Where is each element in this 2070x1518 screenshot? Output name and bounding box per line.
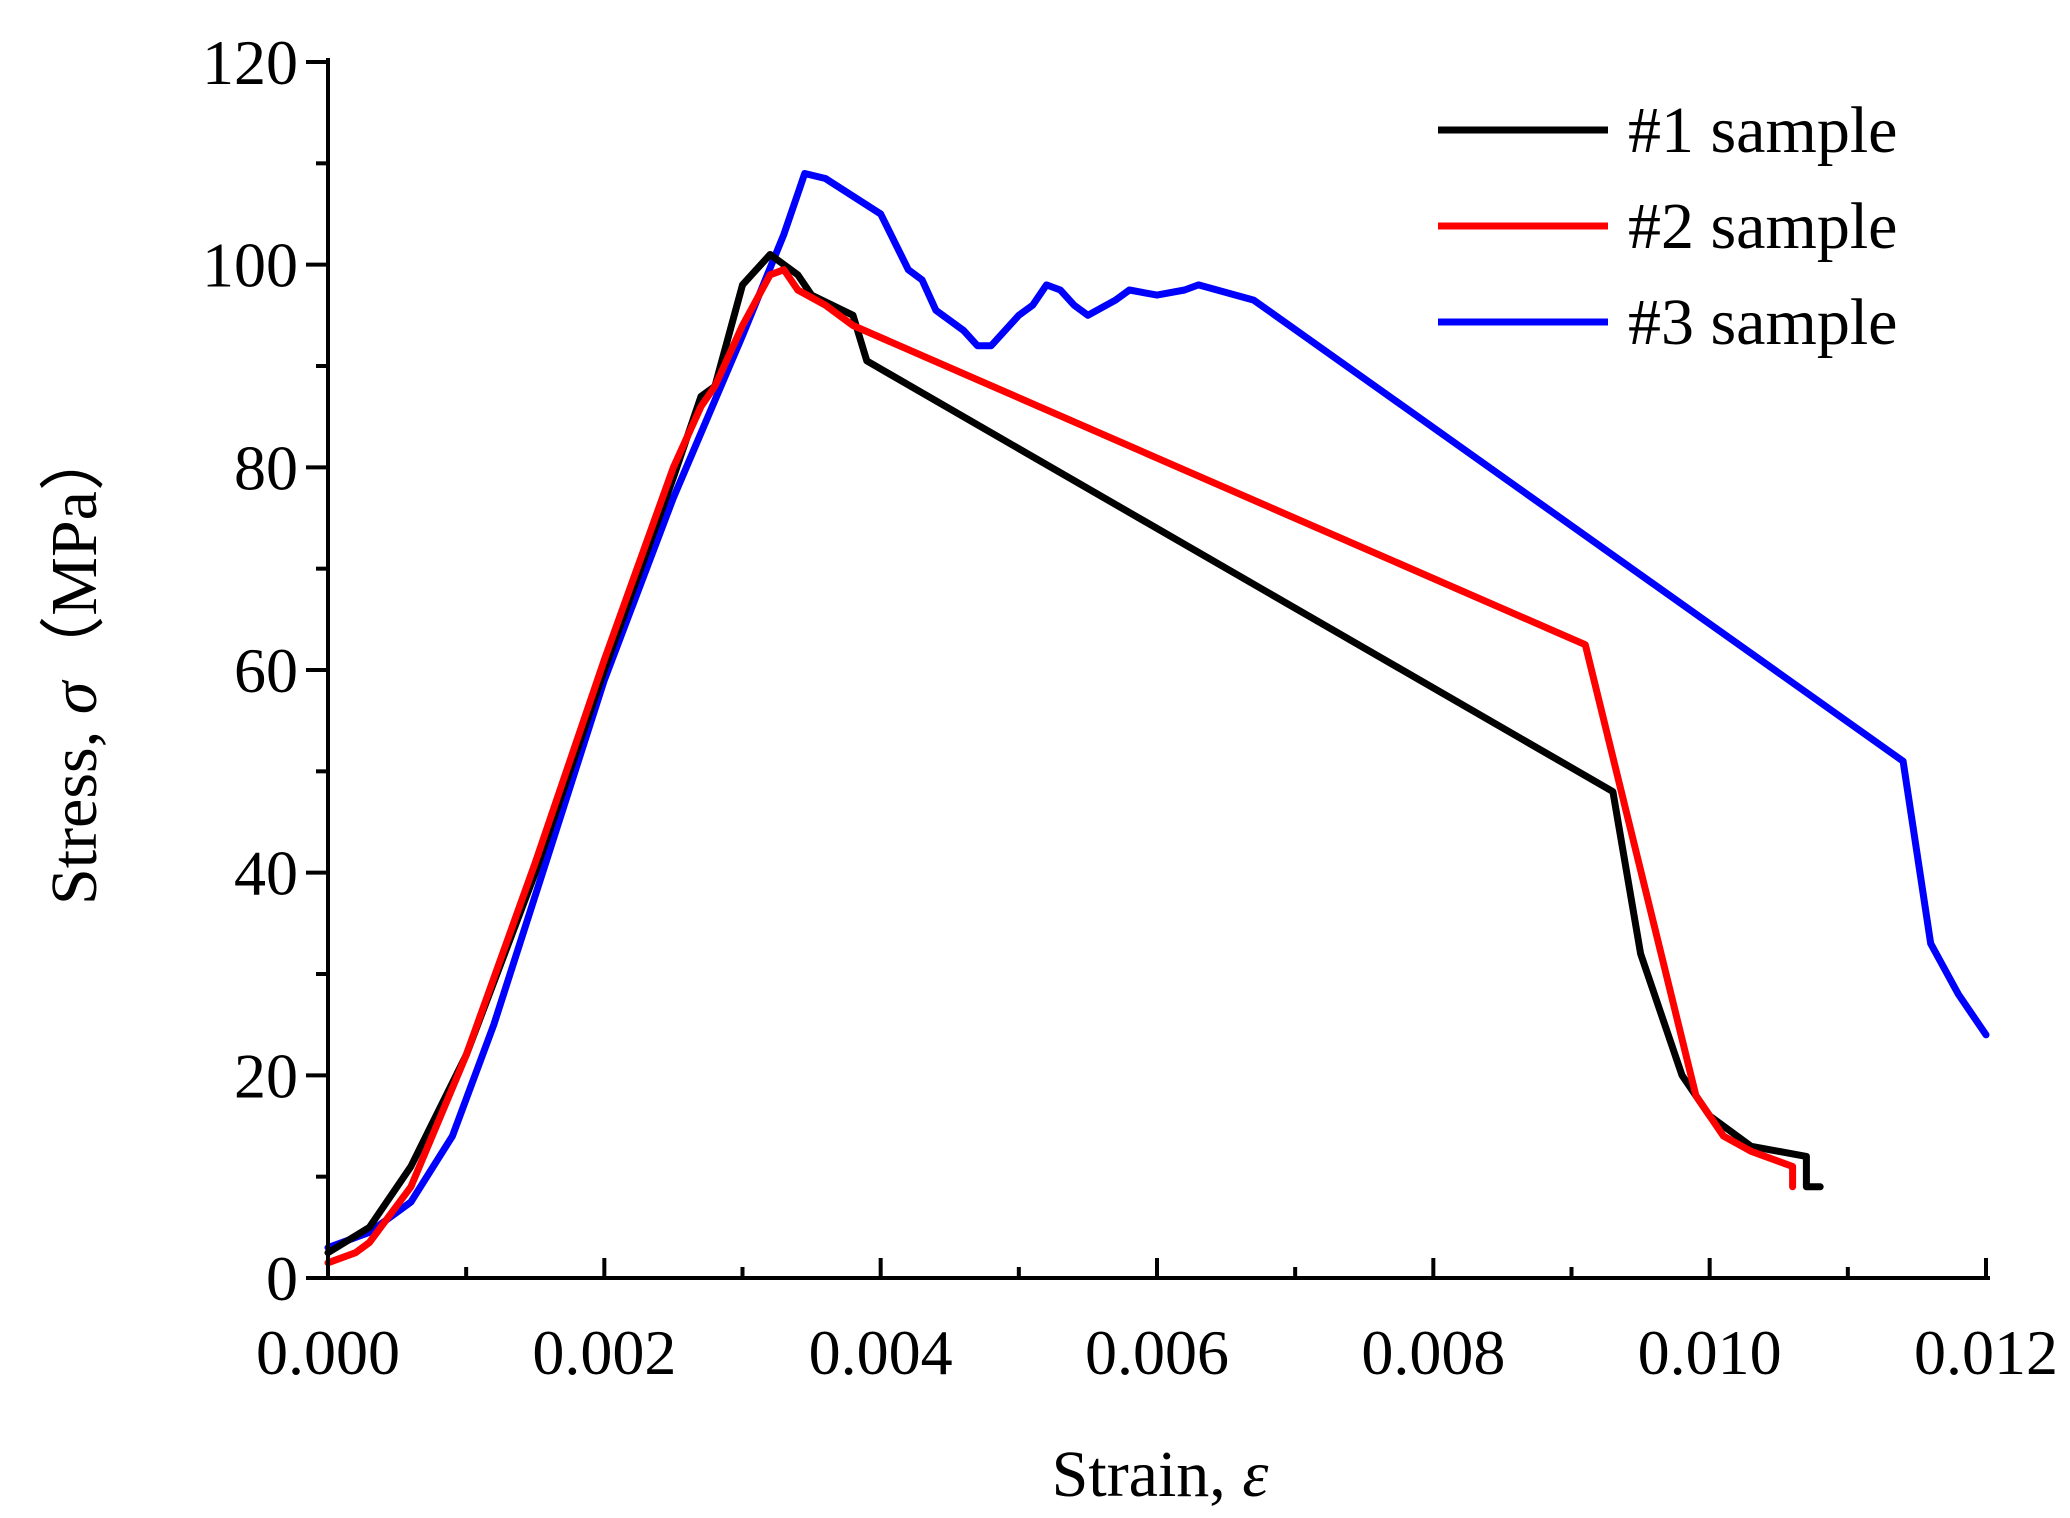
plot-area [324,170,1990,1267]
y-tick-label: 60 [234,635,298,706]
series-line-2 [324,266,1797,1267]
legend: #1 sample #2 sample #3 sample [1438,94,1897,359]
y-tick-label: 40 [234,838,298,909]
y-tick-label: 120 [202,27,298,98]
x-tick-label: 0.008 [1361,1317,1505,1388]
y-axis-title-text: Stress, [38,714,111,905]
x-axis-ticks: 0.000 0.002 0.004 0.006 0.008 0.010 0.012 [256,1258,2058,1388]
y-axis-title: Stress, σ（MPa） [38,425,111,905]
legend-label-1: #1 sample [1628,94,1897,167]
x-tick-label: 0.012 [1914,1317,2058,1388]
y-tick-label: 20 [234,1040,298,1111]
x-axis-title-text: Strain, [1052,1438,1243,1511]
y-tick-label: 0 [266,1243,298,1314]
legend-label-3: #3 sample [1628,286,1897,359]
x-tick-label: 0.004 [809,1317,953,1388]
legend-label-2: #2 sample [1628,190,1897,263]
x-tick-label: 0.010 [1638,1317,1782,1388]
x-tick-label: 0.006 [1085,1317,1229,1388]
y-axis-unit: （MPa） [38,425,111,682]
y-axis-ticks: 0 20 40 60 80 100 120 [202,27,328,1314]
x-tick-label: 0.000 [256,1317,400,1388]
y-tick-label: 100 [202,230,298,301]
x-axis-symbol: ε [1242,1438,1268,1511]
y-axis-symbol: σ [38,679,111,714]
x-axis-title: Strain, ε [1052,1438,1269,1511]
series-line-3 [324,170,1990,1252]
y-tick-label: 80 [234,432,298,503]
x-tick-label: 0.002 [532,1317,676,1388]
